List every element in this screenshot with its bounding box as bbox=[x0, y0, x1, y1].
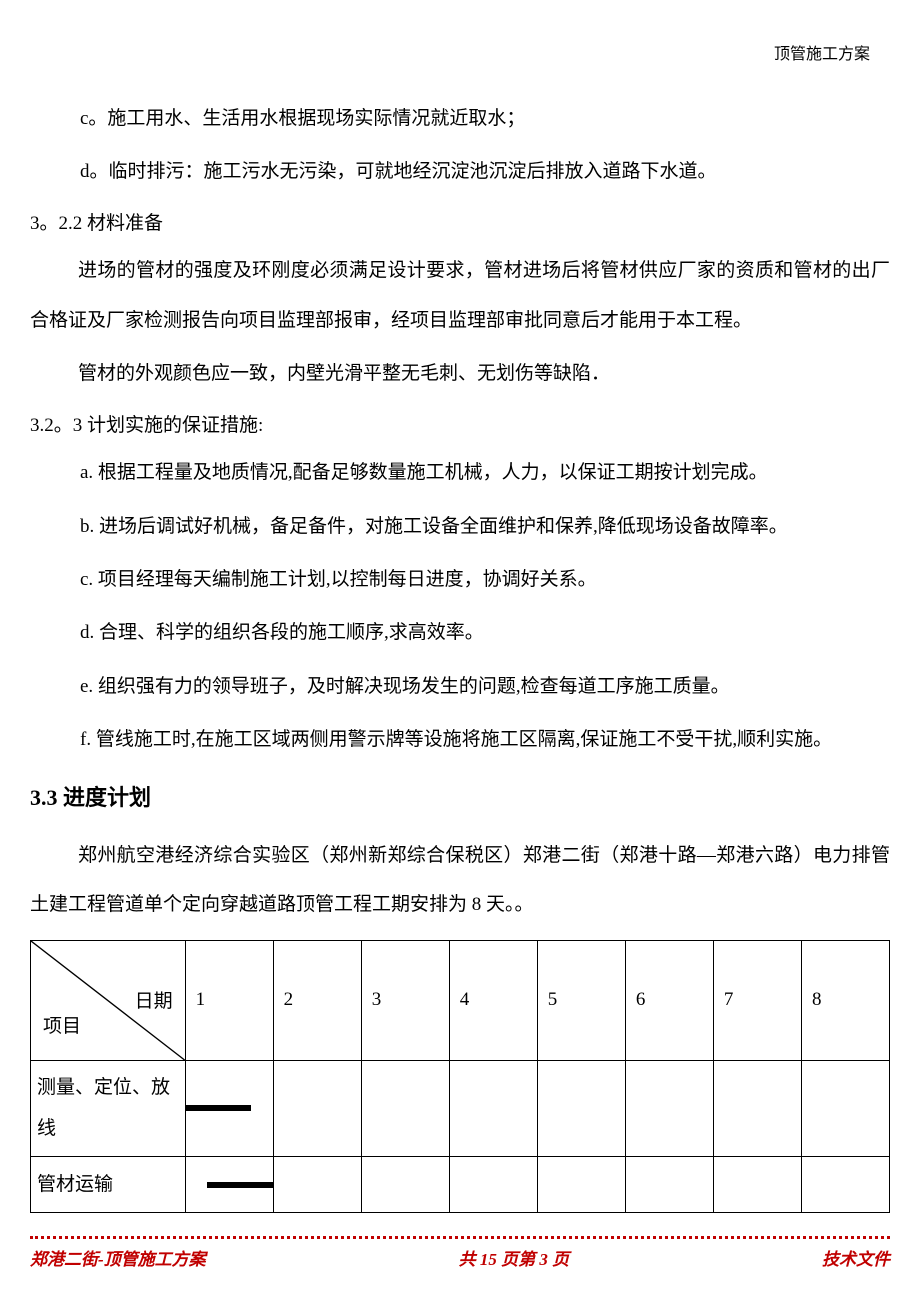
gantt-bar-icon bbox=[207, 1182, 272, 1188]
gantt-cell bbox=[185, 1157, 273, 1213]
gantt-cell bbox=[449, 1157, 537, 1213]
day-header-7: 7 bbox=[713, 940, 801, 1060]
schedule-table: 日期 项目 1 2 3 4 5 6 7 8 测量、定位、放线 管材 bbox=[30, 940, 890, 1214]
day-header-5: 5 bbox=[537, 940, 625, 1060]
footer-center: 共 15 页第 3 页 bbox=[459, 1245, 570, 1270]
table-row: 测量、定位、放线 bbox=[31, 1060, 890, 1157]
corner-label-project: 项目 bbox=[43, 1006, 81, 1048]
paragraph-323-a: a. 根据工程量及地质情况,配备足够数量施工机械，人力，以保证工期按计划完成。 bbox=[30, 448, 890, 497]
section-3-2-3: 3.2。3 计划实施的保证措施: bbox=[30, 403, 890, 449]
day-header-3: 3 bbox=[361, 940, 449, 1060]
day-header-4: 4 bbox=[449, 940, 537, 1060]
paragraph-33-1: 郑州航空港经济综合实验区（郑州新郑综合保税区）郑港二街（郑港十路—郑港六路）电力… bbox=[30, 831, 890, 930]
corner-label-date: 日期 bbox=[135, 981, 173, 1023]
section-3-3: 3.3 进度计划 bbox=[30, 774, 890, 822]
gantt-cell bbox=[625, 1157, 713, 1213]
gantt-cell bbox=[625, 1060, 713, 1157]
paragraph-322-2: 管材的外观颜色应一致，内壁光滑平整无毛刺、无划伤等缺陷． bbox=[30, 349, 890, 398]
gantt-cell bbox=[537, 1157, 625, 1213]
table-row: 管材运输 bbox=[31, 1157, 890, 1213]
paragraph-323-e: e. 组织强有力的领导班子，及时解决现场发生的问题,检查每道工序施工质量。 bbox=[30, 662, 890, 711]
row-label-transport: 管材运输 bbox=[31, 1157, 186, 1213]
day-header-1: 1 bbox=[185, 940, 273, 1060]
paragraph-323-b: b. 进场后调试好机械，备足备件，对施工设备全面维护和保养,降低现场设备故障率。 bbox=[30, 502, 890, 551]
footer-row: 郑港二街-顶管施工方案 共 15 页第 3 页 技术文件 bbox=[30, 1245, 890, 1270]
page-footer: 郑港二街-顶管施工方案 共 15 页第 3 页 技术文件 bbox=[30, 1236, 890, 1270]
gantt-cell bbox=[449, 1060, 537, 1157]
section-3-2-2: 3。2.2 材料准备 bbox=[30, 201, 890, 247]
gantt-cell bbox=[185, 1060, 273, 1157]
footer-left: 郑港二街-顶管施工方案 bbox=[30, 1245, 206, 1270]
footer-right: 技术文件 bbox=[822, 1245, 890, 1270]
paragraph-c: c。施工用水、生活用水根据现场实际情况就近取水； bbox=[30, 94, 890, 143]
paragraph-323-c: c. 项目经理每天编制施工计划,以控制每日进度，协调好关系。 bbox=[30, 555, 890, 604]
paragraph-d: d。临时排污：施工污水无污染，可就地经沉淀池沉淀后排放入道路下水道。 bbox=[30, 147, 890, 196]
paragraph-322-1: 进场的管材的强度及环刚度必须满足设计要求，管材进场后将管材供应厂家的资质和管材的… bbox=[30, 246, 890, 345]
paragraph-323-d: d. 合理、科学的组织各段的施工顺序,求高效率。 bbox=[30, 608, 890, 657]
doc-title-header: 顶管施工方案 bbox=[30, 40, 890, 64]
gantt-cell bbox=[713, 1060, 801, 1157]
paragraph-323-f: f. 管线施工时,在施工区域两侧用警示牌等设施将施工区隔离,保证施工不受干扰,顺… bbox=[30, 715, 890, 764]
gantt-cell bbox=[273, 1060, 361, 1157]
gantt-cell bbox=[361, 1157, 449, 1213]
gantt-cell bbox=[361, 1060, 449, 1157]
gantt-bar-icon bbox=[186, 1105, 251, 1111]
gantt-cell bbox=[713, 1157, 801, 1213]
gantt-cell bbox=[801, 1060, 889, 1157]
table-header-row: 日期 项目 1 2 3 4 5 6 7 8 bbox=[31, 940, 890, 1060]
day-header-8: 8 bbox=[801, 940, 889, 1060]
gantt-cell bbox=[537, 1060, 625, 1157]
footer-divider bbox=[30, 1236, 890, 1239]
row-label-survey: 测量、定位、放线 bbox=[31, 1060, 186, 1157]
day-header-6: 6 bbox=[625, 940, 713, 1060]
day-header-2: 2 bbox=[273, 940, 361, 1060]
gantt-cell bbox=[273, 1157, 361, 1213]
table-corner-cell: 日期 项目 bbox=[31, 940, 186, 1060]
gantt-cell bbox=[801, 1157, 889, 1213]
page-content: 顶管施工方案 c。施工用水、生活用水根据现场实际情况就近取水； d。临时排污：施… bbox=[0, 0, 920, 1213]
